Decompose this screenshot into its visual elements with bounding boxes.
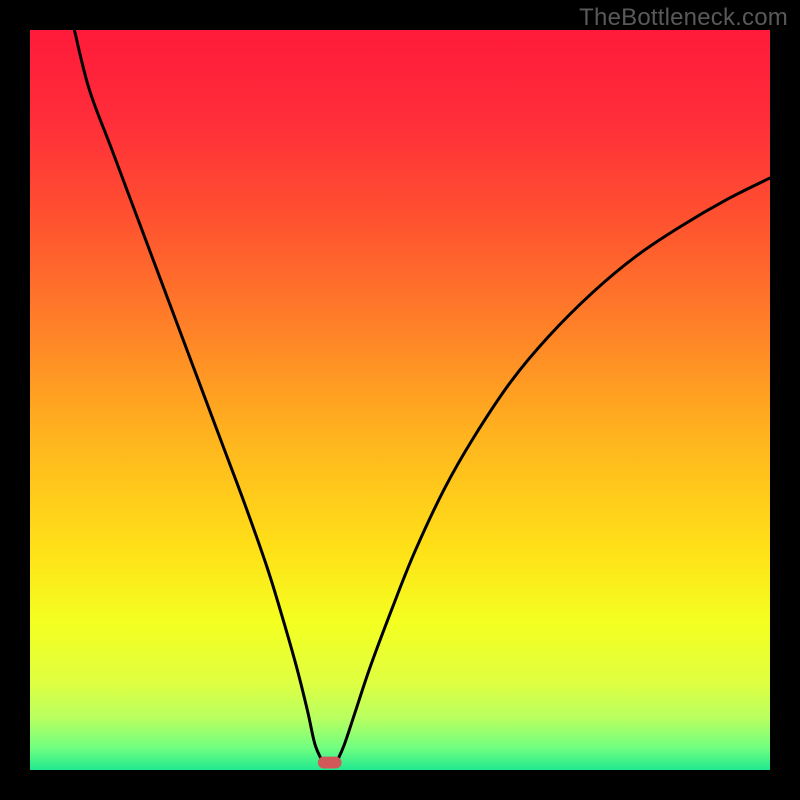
bottleneck-chart xyxy=(30,30,770,770)
minimum-marker xyxy=(318,757,342,769)
watermark-text: TheBottleneck.com xyxy=(579,4,788,32)
plot-background xyxy=(30,30,770,770)
chart-container: TheBottleneck.com xyxy=(0,0,800,800)
